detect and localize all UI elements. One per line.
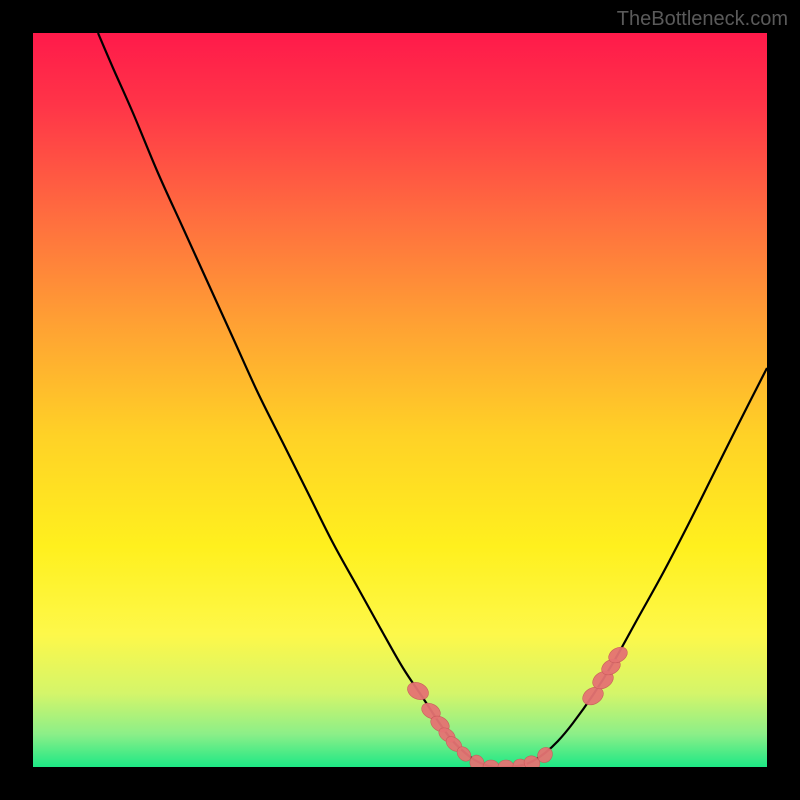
curve-layer <box>33 33 767 767</box>
chart-container: TheBottleneck.com <box>0 0 800 800</box>
watermark-text: TheBottleneck.com <box>617 8 788 31</box>
plot-area <box>33 33 767 767</box>
bottleneck-curve <box>98 33 767 767</box>
curve-marker <box>483 760 499 767</box>
curve-marker <box>405 679 432 703</box>
curve-markers <box>405 644 631 767</box>
curve-marker <box>498 760 514 767</box>
